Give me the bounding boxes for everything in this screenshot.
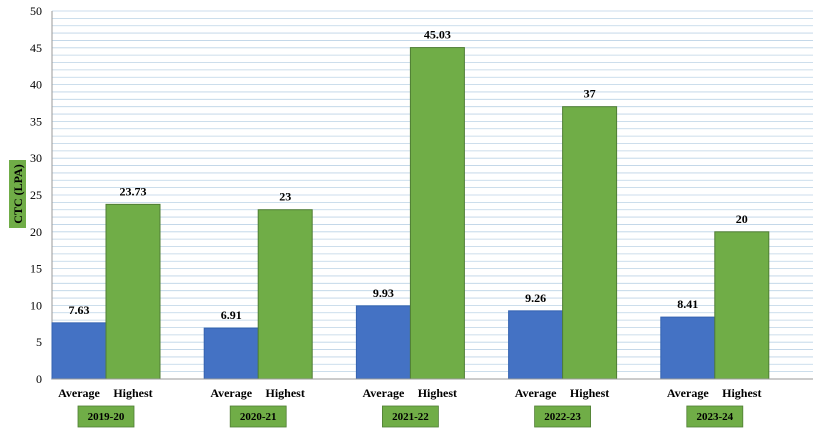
data-label: 20 [736,212,748,226]
data-label: 9.93 [373,286,394,300]
bar-average-2023-24 [660,316,716,380]
group-label-box [534,405,591,428]
x-category-label: Highest [113,386,152,400]
y-tick-label: 5 [36,335,42,349]
x-axis: Average Highest 2019-20 Average Highest 2020-… [52,378,813,428]
data-label: 23.73 [120,184,147,198]
y-axis-title-text: CTC (LPA) [11,164,25,223]
data-label: 23 [279,190,291,204]
bar-highest-2021-22 [409,47,465,380]
bar-highest-2022-23 [562,106,618,380]
group-label: 2019-20 [88,411,125,423]
x-category-label: Highest [418,386,457,400]
data-label: 9.26 [525,291,546,305]
x-category-label: Average [363,386,405,400]
data-label: 8.41 [677,297,698,311]
data-label: 45.03 [424,28,451,42]
bar-highest-2019-20 [105,203,161,380]
group-label-box [229,405,287,428]
x-category-label: Highest [570,386,609,400]
y-tick-label: 40 [30,78,42,92]
group-label-box [77,405,135,428]
y-tick-label: 10 [30,298,42,312]
group-label: 2022-23 [544,411,581,423]
x-category-label: Average [667,386,709,400]
y-tick-label: 30 [30,151,42,165]
bar-highest-2020-21 [257,209,313,380]
x-category-label: Average [210,386,252,400]
data-label: 7.63 [69,303,90,317]
group-label: 2023-24 [696,411,733,423]
group-label: 2021-22 [392,411,429,423]
bar-average-2019-20 [51,322,107,380]
group-label: 2020-21 [240,411,277,423]
data-label: 37 [584,87,596,101]
y-axis-title: CTC (LPA) [9,160,26,228]
bars [51,47,770,380]
y-tick-label: 45 [30,41,42,55]
x-category-label: Highest [722,386,761,400]
y-tick-label: 35 [30,114,42,128]
data-label: 6.91 [221,308,242,322]
y-tick-label: 20 [30,225,42,239]
y-tick-label: 15 [30,262,42,276]
data-labels: 7.63 23.73 6.91 23 9.93 45.03 9.26 37 8.41 20 [69,28,748,323]
y-tick-label: 50 [30,4,42,18]
x-category-label: Average [58,386,100,400]
y-tick-label: 25 [30,188,42,202]
group-label-box [686,405,744,428]
bar-average-2021-22 [355,305,411,380]
bar-average-2022-23 [508,310,564,380]
y-axis: 0 5 10 15 20 25 30 35 40 45 50 [30,4,53,386]
x-category-label: Average [515,386,557,400]
group-label-box [381,405,439,428]
bar-highest-2023-24 [714,231,770,380]
y-axis-title-box [9,160,26,228]
bar-average-2020-21 [203,327,259,380]
x-category-label: Highest [266,386,305,400]
y-tick-label: 0 [36,372,42,386]
